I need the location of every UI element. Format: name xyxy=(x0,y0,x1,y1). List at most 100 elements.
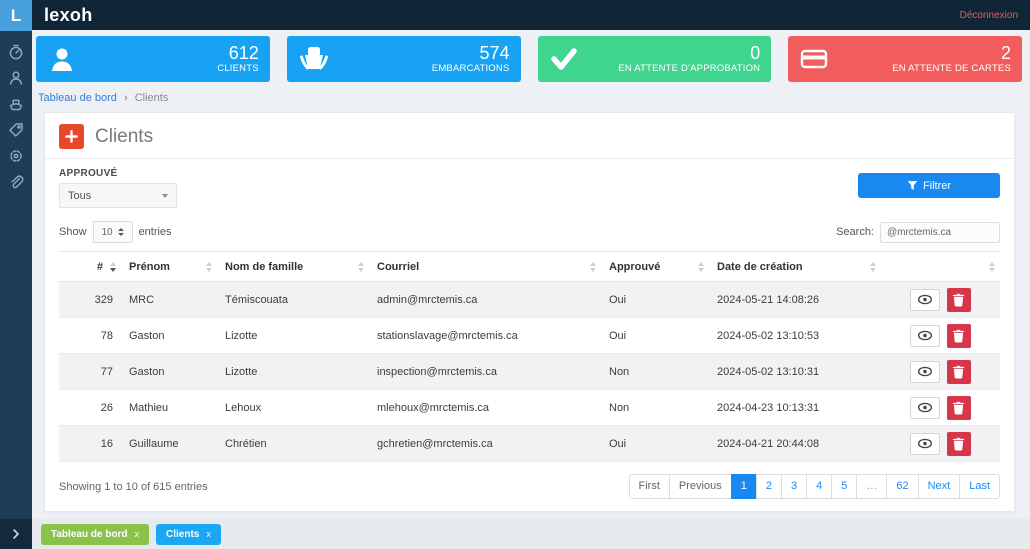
filter-button-label: Filtrer xyxy=(922,179,952,192)
card-value: 612 xyxy=(228,43,259,64)
embarcations-stat-card[interactable]: 574 EMBARCATIONS xyxy=(286,36,521,82)
clients-stat-card[interactable]: 612 CLIENTS xyxy=(36,36,270,82)
card-text: 574 EMBARCATIONS xyxy=(432,43,510,75)
cell-lastname: Lizotte xyxy=(217,353,369,390)
view-client-button[interactable] xyxy=(910,360,941,383)
card-label: CLIENTS xyxy=(217,62,259,74)
cell-approved: Oui xyxy=(601,281,709,318)
view-client-button[interactable] xyxy=(910,288,941,311)
cell-email: admin@mrctemis.ca xyxy=(369,281,601,318)
trash-icon xyxy=(952,437,965,450)
card-label: EMBARCATIONS xyxy=(431,62,510,74)
taskbar-tab-dashboard[interactable]: Tableau de bord x xyxy=(41,523,149,545)
column-header-lastname[interactable]: Nom de famille xyxy=(217,251,369,282)
cell-approved: Oui xyxy=(601,425,709,462)
dashboard-icon[interactable] xyxy=(8,43,25,60)
cell-firstname: Guillaume xyxy=(121,425,217,462)
cell-created: 2024-04-23 10:13:31 xyxy=(709,389,881,426)
pagination-page-1[interactable]: 1 xyxy=(730,474,757,499)
logout-link[interactable]: Déconnexion xyxy=(959,9,1018,21)
sort-icon xyxy=(358,261,364,272)
pagination-previous[interactable]: Previous xyxy=(668,474,732,499)
table-row[interactable]: 78 Gaston Lizotte stationslavage@mrctemi… xyxy=(59,317,1000,354)
cell-lastname: Lizotte xyxy=(217,317,369,354)
plus-icon xyxy=(65,130,78,143)
page-size-select[interactable]: 10 xyxy=(92,221,133,243)
view-client-button[interactable] xyxy=(910,324,941,347)
pagination-page-2[interactable]: 2 xyxy=(755,474,782,499)
check-icon xyxy=(550,48,577,70)
taskbar-tab-clients[interactable]: Clients x xyxy=(156,523,221,545)
sort-icon xyxy=(870,261,876,272)
delete-client-button[interactable] xyxy=(946,287,971,312)
eye-icon xyxy=(918,402,933,413)
card-text: 612 CLIENTS xyxy=(217,43,259,75)
pagination-last[interactable]: Last xyxy=(959,474,1000,499)
tab-label: Clients xyxy=(166,528,200,540)
column-header-firstname[interactable]: Prénom xyxy=(121,251,217,282)
tab-label: Tableau de bord xyxy=(51,528,128,540)
view-client-button[interactable] xyxy=(910,432,941,455)
add-client-button[interactable] xyxy=(59,124,84,149)
cell-actions xyxy=(881,389,1000,426)
settings-gear-icon[interactable] xyxy=(8,147,25,164)
table-row[interactable]: 77 Gaston Lizotte inspection@mrctemis.ca… xyxy=(59,353,1000,390)
tag-icon[interactable] xyxy=(8,121,25,138)
approved-filter-select[interactable]: Tous xyxy=(59,183,177,208)
delete-client-button[interactable] xyxy=(946,359,971,384)
pagination-page-4[interactable]: 4 xyxy=(806,474,833,499)
search-input[interactable] xyxy=(880,221,1000,243)
delete-client-button[interactable] xyxy=(946,395,971,420)
pagination-page-5[interactable]: 5 xyxy=(831,474,858,499)
search-area: Search: xyxy=(836,221,1000,243)
table-row[interactable]: 26 Mathieu Lehoux mlehoux@mrctemis.ca No… xyxy=(59,389,1000,426)
boat-icon[interactable] xyxy=(8,95,25,112)
column-header-id[interactable]: # xyxy=(59,251,121,282)
pending-cards-stat-card[interactable]: 2 EN ATTENTE DE CARTES xyxy=(788,36,1022,82)
cell-firstname: Gaston xyxy=(121,317,217,354)
table-header-row: # Prénom Nom de famille Courriel Approuv… xyxy=(59,251,1000,282)
cell-created: 2024-05-02 13:10:53 xyxy=(709,317,881,354)
entries-label: entries xyxy=(138,226,172,238)
column-header-email[interactable]: Courriel xyxy=(369,251,601,282)
view-client-button[interactable] xyxy=(910,396,941,419)
close-tab-icon[interactable]: x xyxy=(206,529,211,539)
pagination-page-62[interactable]: 62 xyxy=(886,474,919,499)
delete-client-button[interactable] xyxy=(946,323,971,348)
filter-section: APPROUVÉ Tous Filtrer xyxy=(45,159,1014,212)
pagination: First Previous 1 2 3 4 5 … 62 Next Last xyxy=(628,474,1000,499)
stepper-icon xyxy=(117,228,124,236)
cell-lastname: Témiscouata xyxy=(217,281,369,318)
cell-approved: Non xyxy=(601,353,709,390)
link-paperclip-icon[interactable] xyxy=(8,173,25,190)
filter-button[interactable]: Filtrer xyxy=(858,173,1000,198)
column-header-created[interactable]: Date de création xyxy=(709,251,881,282)
pagination-first[interactable]: First xyxy=(628,474,670,499)
app-logo[interactable]: L xyxy=(0,0,32,31)
credit-card-icon xyxy=(801,49,828,69)
card-value: 0 xyxy=(750,43,761,64)
table-row[interactable]: 329 MRC Témiscouata admin@mrctemis.ca Ou… xyxy=(59,281,1000,318)
column-header-actions[interactable] xyxy=(881,251,1000,282)
approved-filter-label: APPROUVÉ xyxy=(59,168,118,179)
column-header-approved[interactable]: Approuvé xyxy=(601,251,709,282)
cell-actions xyxy=(881,353,1000,390)
pending-approval-stat-card[interactable]: 0 EN ATTENTE D'APPROBATION xyxy=(537,36,772,82)
close-tab-icon[interactable]: x xyxy=(134,529,140,539)
cell-approved: Non xyxy=(601,389,709,426)
table-row[interactable]: 16 Guillaume Chrétien gchretien@mrctemis… xyxy=(59,425,1000,462)
cell-actions xyxy=(881,281,1000,318)
breadcrumb-home-link[interactable]: Tableau de bord xyxy=(38,92,117,104)
pagination-page-3[interactable]: 3 xyxy=(780,474,808,499)
funnel-icon xyxy=(907,181,918,190)
pagination-next[interactable]: Next xyxy=(917,474,961,499)
clients-icon[interactable] xyxy=(8,69,25,86)
cell-id: 78 xyxy=(59,317,121,354)
sidebar-collapse-button[interactable] xyxy=(0,519,32,549)
main-content: 612 CLIENTS 574 EMBARCATIONS 0 EN ATTENT… xyxy=(32,0,1030,549)
trash-icon xyxy=(952,365,965,378)
delete-client-button[interactable] xyxy=(946,431,971,456)
eye-icon xyxy=(918,330,933,341)
card-text: 0 EN ATTENTE D'APPROBATION xyxy=(618,43,760,75)
eye-icon xyxy=(918,294,933,305)
